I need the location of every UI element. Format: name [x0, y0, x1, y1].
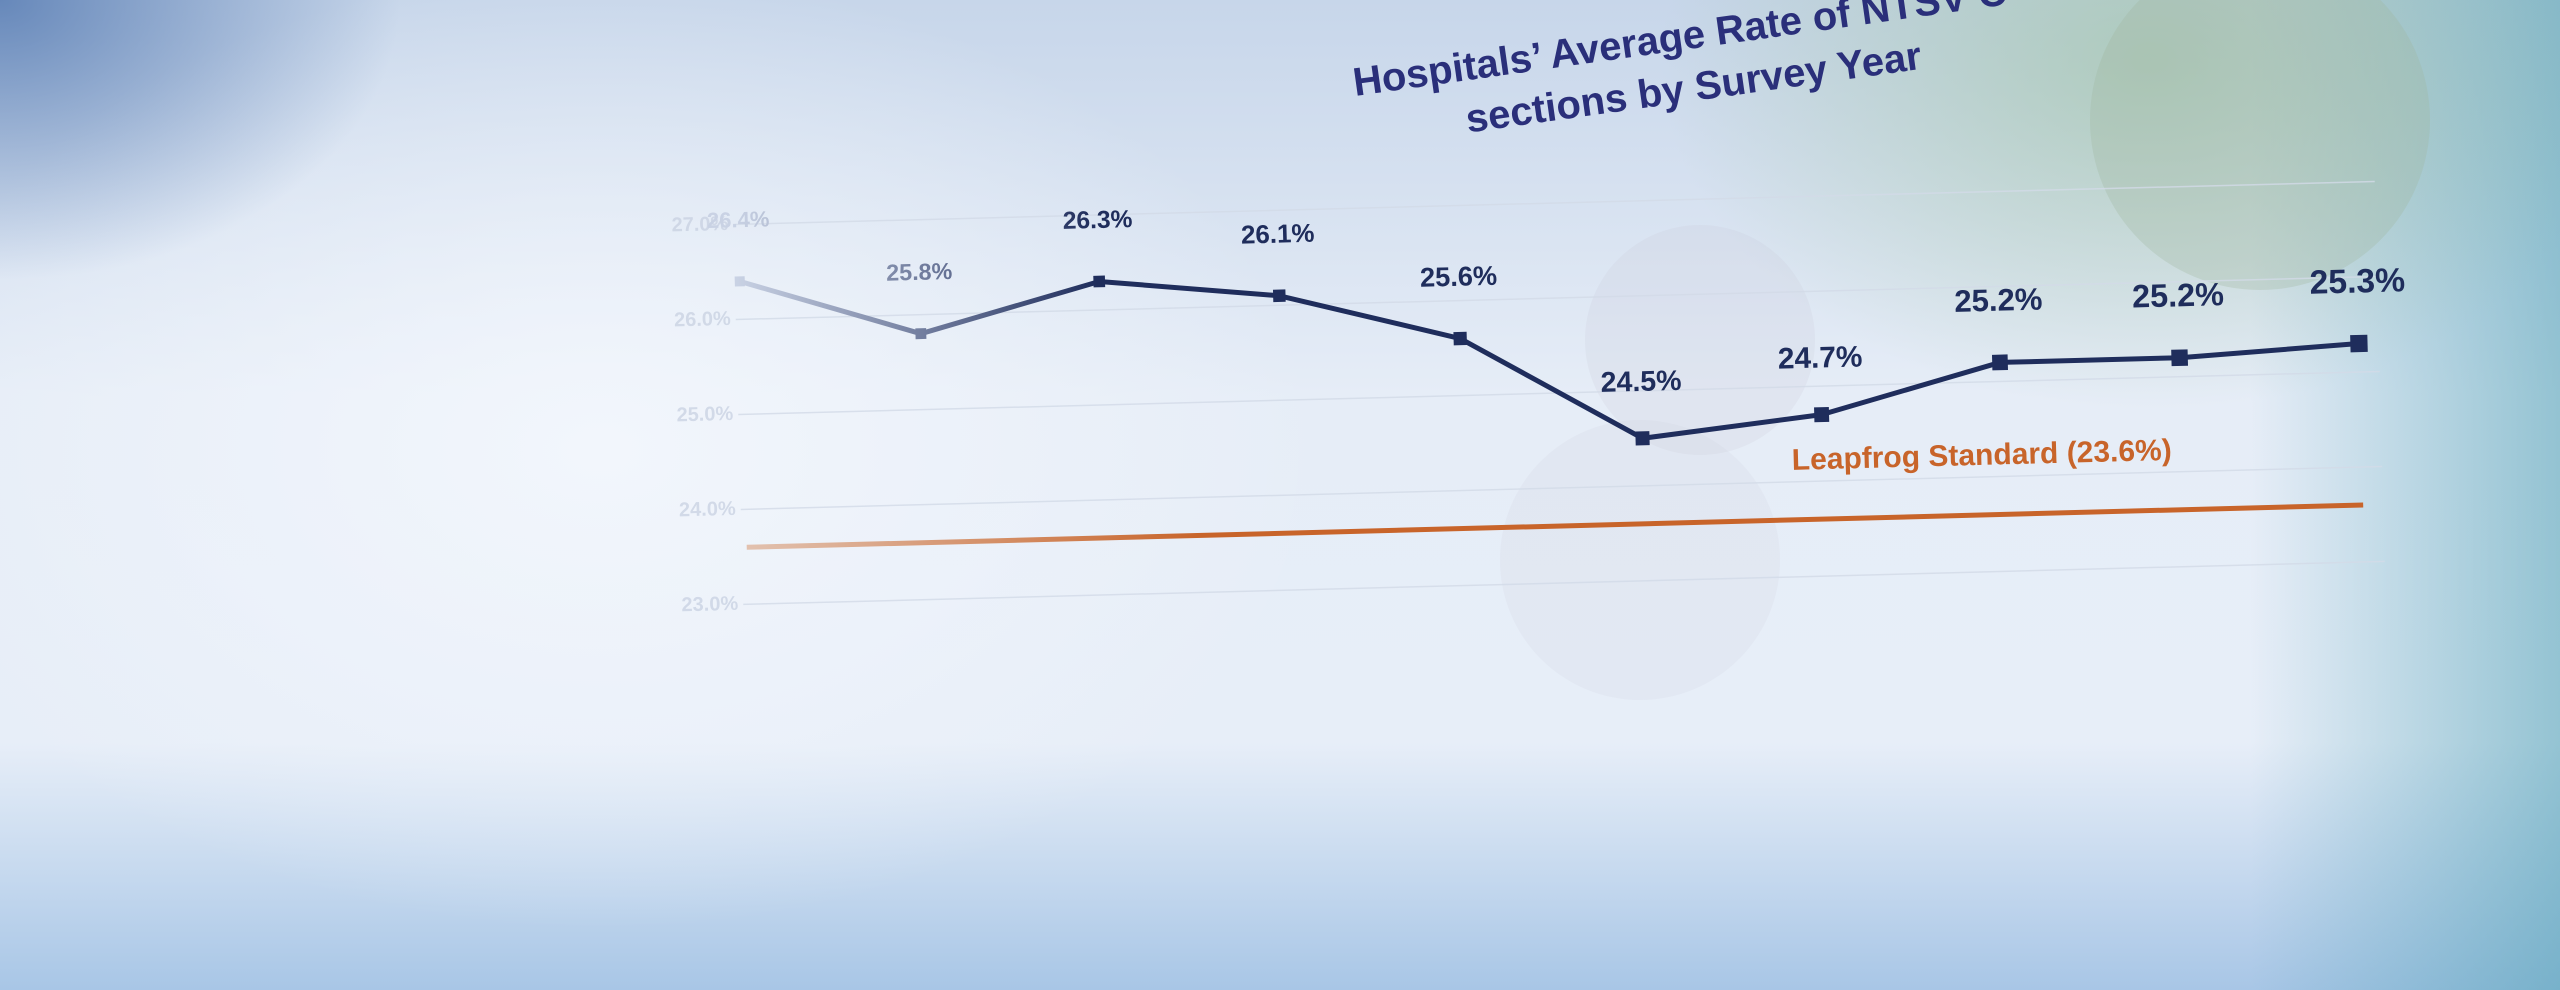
y-tick-label: 24.0% [679, 498, 736, 521]
y-tick-label: 25.0% [676, 403, 733, 426]
decor-circle [1500, 420, 1780, 700]
data-point [1814, 407, 1830, 423]
data-label: 24.7% [1777, 340, 1862, 375]
data-line [739, 278, 2360, 441]
data-point [1453, 331, 1467, 346]
data-point [1272, 289, 1286, 303]
data-label: 26.4% [707, 206, 770, 233]
decor-circle [2090, 0, 2430, 290]
data-label: 25.8% [886, 258, 953, 286]
grid-line [743, 560, 2385, 606]
data-point [1635, 431, 1650, 446]
data-label: 26.1% [1241, 220, 1315, 250]
data-label: 25.2% [2132, 276, 2225, 314]
data-label: 24.5% [1600, 365, 1682, 399]
y-tick-label: 26.0% [674, 308, 731, 331]
plot: 27.0% 26.0% 25.0% 24.0% 23.0% Leapfrog Standa… [671, 180, 2406, 616]
grid-line [735, 275, 2378, 321]
data-point [915, 328, 927, 340]
reference-line [746, 502, 2364, 550]
data-point [2171, 349, 2189, 367]
reference-label: Leapfrog Standard (23.6%) [1791, 434, 2172, 477]
data-point [734, 276, 745, 287]
decor-circle [1585, 225, 1815, 455]
data-point [1991, 354, 2008, 371]
data-point [1093, 275, 1106, 288]
data-point [2350, 334, 2368, 353]
data-label: 26.3% [1062, 206, 1133, 235]
y-tick-label: 27.0% [671, 213, 728, 236]
data-label: 25.2% [1954, 282, 2043, 319]
data-label: 25.3% [2309, 261, 2406, 301]
grid-line [733, 180, 2375, 226]
grid-line [740, 465, 2383, 511]
y-tick-label: 23.0% [681, 593, 738, 616]
data-label: 25.6% [1420, 260, 1498, 293]
